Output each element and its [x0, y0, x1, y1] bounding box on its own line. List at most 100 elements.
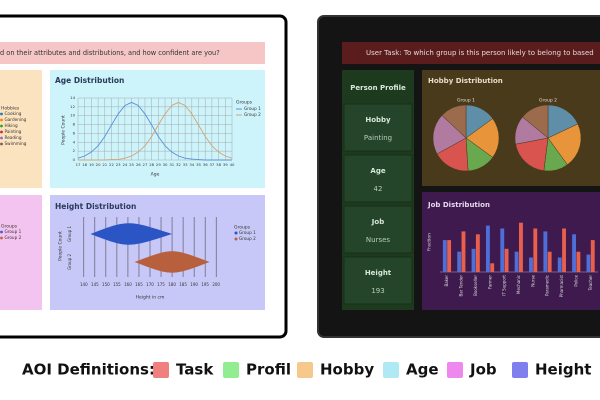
bar [447, 240, 452, 272]
x-tick-label: 165 [135, 282, 143, 287]
legend-label: Reading [5, 135, 22, 140]
legend-label: Hiking [5, 123, 19, 128]
bar [576, 251, 581, 272]
x-tick-label: 33 [183, 162, 188, 167]
legend-label: Gardening [5, 117, 27, 122]
profile-section [343, 256, 413, 305]
height-title: Height Distribution [55, 202, 136, 211]
pie-slice [522, 104, 549, 139]
pie-slice [432, 115, 467, 155]
x-tick-label: 37 [209, 162, 214, 167]
x-tick-label: Pharmacist [559, 275, 564, 298]
y-tick-label: Group 2 [67, 254, 72, 270]
x-tick-label: 140 [80, 282, 88, 287]
y-tick-label: Group 1 [67, 226, 72, 242]
age-legend-title: Groups [236, 100, 253, 106]
x-tick-label: 150 [102, 282, 110, 287]
bar [490, 263, 495, 272]
x-tick-label: 40 [230, 162, 235, 167]
bar [504, 248, 509, 272]
bar [529, 257, 533, 272]
legend-dot [0, 236, 3, 240]
legend-label: Age [406, 361, 439, 379]
legend-swatch [383, 362, 399, 378]
bar [461, 231, 466, 272]
x-tick-label: 36 [203, 162, 208, 167]
x-tick-label: 39 [223, 162, 228, 167]
x-tick-label: 28 [149, 162, 154, 167]
pie-slice [515, 137, 549, 172]
x-tick-label: 38 [216, 162, 221, 167]
legend-label: Cooking [5, 111, 22, 116]
legend-dot [234, 231, 238, 235]
legend-label: Group 1 [244, 106, 261, 111]
legend-label: Group 2 [239, 236, 256, 241]
profile-section [343, 103, 413, 152]
y-tick-label: 0 [73, 157, 76, 162]
x-tick-label: 22 [109, 162, 114, 167]
bar [557, 257, 562, 272]
height-y-label: People Count [58, 231, 64, 261]
y-tick-label: 6 [73, 130, 76, 135]
x-tick-label: Mechanic [516, 275, 521, 294]
bar [562, 228, 566, 272]
x-tick-label: 34 [189, 162, 194, 167]
bar [543, 231, 548, 272]
x-tick-label: 200 [212, 282, 220, 287]
profile-label: Height [365, 269, 392, 277]
bar [442, 240, 447, 272]
y-tick-label: 2 [73, 148, 76, 153]
group-legend-title: Groups [1, 224, 18, 230]
height-legend-title: Groups [234, 225, 251, 231]
bar [586, 254, 591, 272]
bar [475, 234, 480, 272]
legend-swatch [297, 362, 313, 378]
profile-section [343, 154, 413, 203]
y-tick-label: 4 [73, 139, 76, 144]
x-tick-label: Paramedic [545, 275, 550, 296]
profile-section [343, 205, 413, 254]
x-tick-label: Bookseller [473, 275, 478, 296]
legend-dot [0, 118, 3, 122]
task-box [0, 42, 265, 64]
legend-label: Hobby [320, 361, 374, 379]
x-tick-label: 23 [116, 162, 121, 167]
profile-label: Hobby [365, 116, 391, 124]
legend-label: Task [176, 361, 214, 379]
task-text: User Task: To which group is this person… [366, 49, 594, 57]
legend-dot [0, 230, 3, 234]
profile-value: 193 [371, 287, 384, 295]
profile-value: Painting [364, 134, 392, 142]
age-title: Age Distribution [55, 76, 124, 85]
x-tick-label: 30 [163, 162, 168, 167]
job-y-label: Fraction [427, 233, 433, 251]
profile-value: Nurses [366, 236, 391, 244]
legend-label: Job [469, 361, 497, 379]
legend-dot [0, 124, 3, 128]
x-tick-label: 19 [89, 162, 94, 167]
height-box [50, 195, 265, 310]
legend-label: Group 2 [5, 235, 22, 240]
x-tick-label: Nurse [530, 274, 535, 286]
bar [533, 228, 538, 272]
bar [457, 251, 462, 272]
x-tick-label: Farmer [487, 275, 492, 289]
bar [514, 251, 519, 272]
profile-title: Person Profile [350, 84, 406, 92]
x-tick-label: 170 [146, 282, 154, 287]
x-tick-label: 180 [168, 282, 176, 287]
x-tick-label: 175 [157, 282, 165, 287]
line [78, 101, 233, 161]
violin [134, 251, 210, 273]
x-tick-label: Baker [444, 275, 449, 287]
pie-slice [441, 104, 467, 139]
legend-swatch [153, 362, 169, 378]
pie-label: Group 1 [457, 98, 475, 104]
job-box [422, 192, 600, 310]
job-box [0, 195, 42, 310]
pie-slice [465, 118, 500, 158]
violin [90, 223, 173, 245]
x-tick-label: 155 [113, 282, 121, 287]
legend-dot [0, 136, 3, 140]
profile-value: 42 [374, 185, 383, 193]
